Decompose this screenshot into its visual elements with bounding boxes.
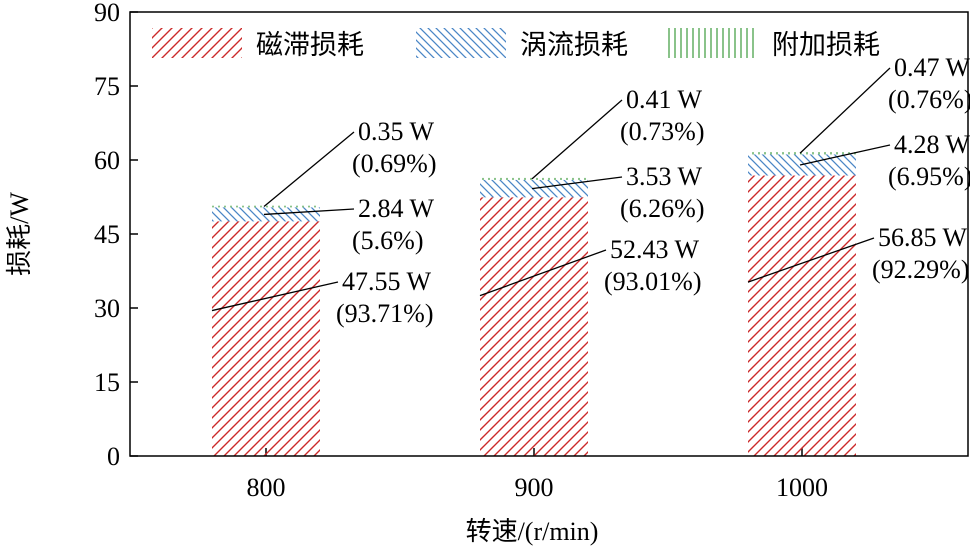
bar-segment-hysteresis [748,175,856,457]
annotation-eddy-percent: (6.26%) [620,194,704,223]
annotation-additional-percent: (0.73%) [620,117,704,146]
annotation-hysteresis-percent: (92.29%) [872,255,969,284]
annotation-additional-value: 0.35 W [358,117,435,146]
y-tick-label: 45 [94,220,120,249]
legend-label-eddy: 涡流损耗 [520,30,628,60]
y-tick-label: 30 [94,294,120,323]
annotation-eddy-value: 3.53 W [626,162,703,191]
x-axis-title: 转速/(r/min) [466,517,599,546]
y-tick-label: 15 [94,368,120,397]
annotation-hysteresis-value: 56.85 W [878,223,968,252]
annotation-eddy-percent: (5.6%) [352,226,423,255]
annotation-hysteresis-value: 52.43 W [610,235,700,264]
annotation-eddy-leader [263,208,355,216]
annotation-additional-percent: (0.76%) [888,85,970,114]
annotation-hysteresis-value: 47.55 W [342,267,432,296]
legend-label-additional: 附加损耗 [772,30,880,60]
legend-label-hysteresis: 磁滞损耗 [256,30,364,60]
annotation-eddy-value: 2.84 W [358,194,435,223]
annotation-eddy-leader [799,144,891,166]
y-tick-label: 90 [94,0,120,27]
legend-swatch-hysteresis [152,28,242,58]
y-tick-label: 75 [94,72,120,101]
annotation-additional-leader [799,67,891,154]
legend-swatch-additional [668,28,758,58]
annotation-hysteresis-leader [211,281,339,312]
annotation-additional-value: 0.47 W [894,53,970,82]
bar-segment-additional [212,205,320,208]
annotation-eddy-value: 4.28 W [894,130,970,159]
y-tick-label: 60 [94,146,120,175]
bar-segment-hysteresis [212,221,320,456]
annotation-hysteresis-leader [479,249,607,297]
annotation-eddy-leader [531,176,623,190]
bar-segment-additional [480,177,588,180]
bar-segment-additional [748,152,856,155]
annotation-hysteresis-leader [747,237,875,283]
annotation-additional-leader [531,99,623,180]
annotation-additional-value: 0.41 W [626,85,703,114]
legend: 磁滞损耗 涡流损耗 附加损耗 [152,28,880,60]
x-tick-label: 900 [515,473,554,502]
annotation-additional-percent: (0.69%) [352,149,436,178]
annotation-hysteresis-percent: (93.01%) [604,267,701,296]
annotation-additional-leader [263,131,355,208]
annotation-hysteresis-percent: (93.71%) [336,299,433,328]
y-tick-label: 0 [107,442,120,471]
x-tick-label: 1000 [776,473,828,502]
y-axis-title: 损耗/W [5,192,34,276]
annotation-eddy-percent: (6.95%) [888,162,970,191]
plot-frame [129,11,969,457]
bar-segment-hysteresis [480,197,588,456]
legend-swatch-eddy [416,28,506,58]
x-tick-label: 800 [247,473,286,502]
